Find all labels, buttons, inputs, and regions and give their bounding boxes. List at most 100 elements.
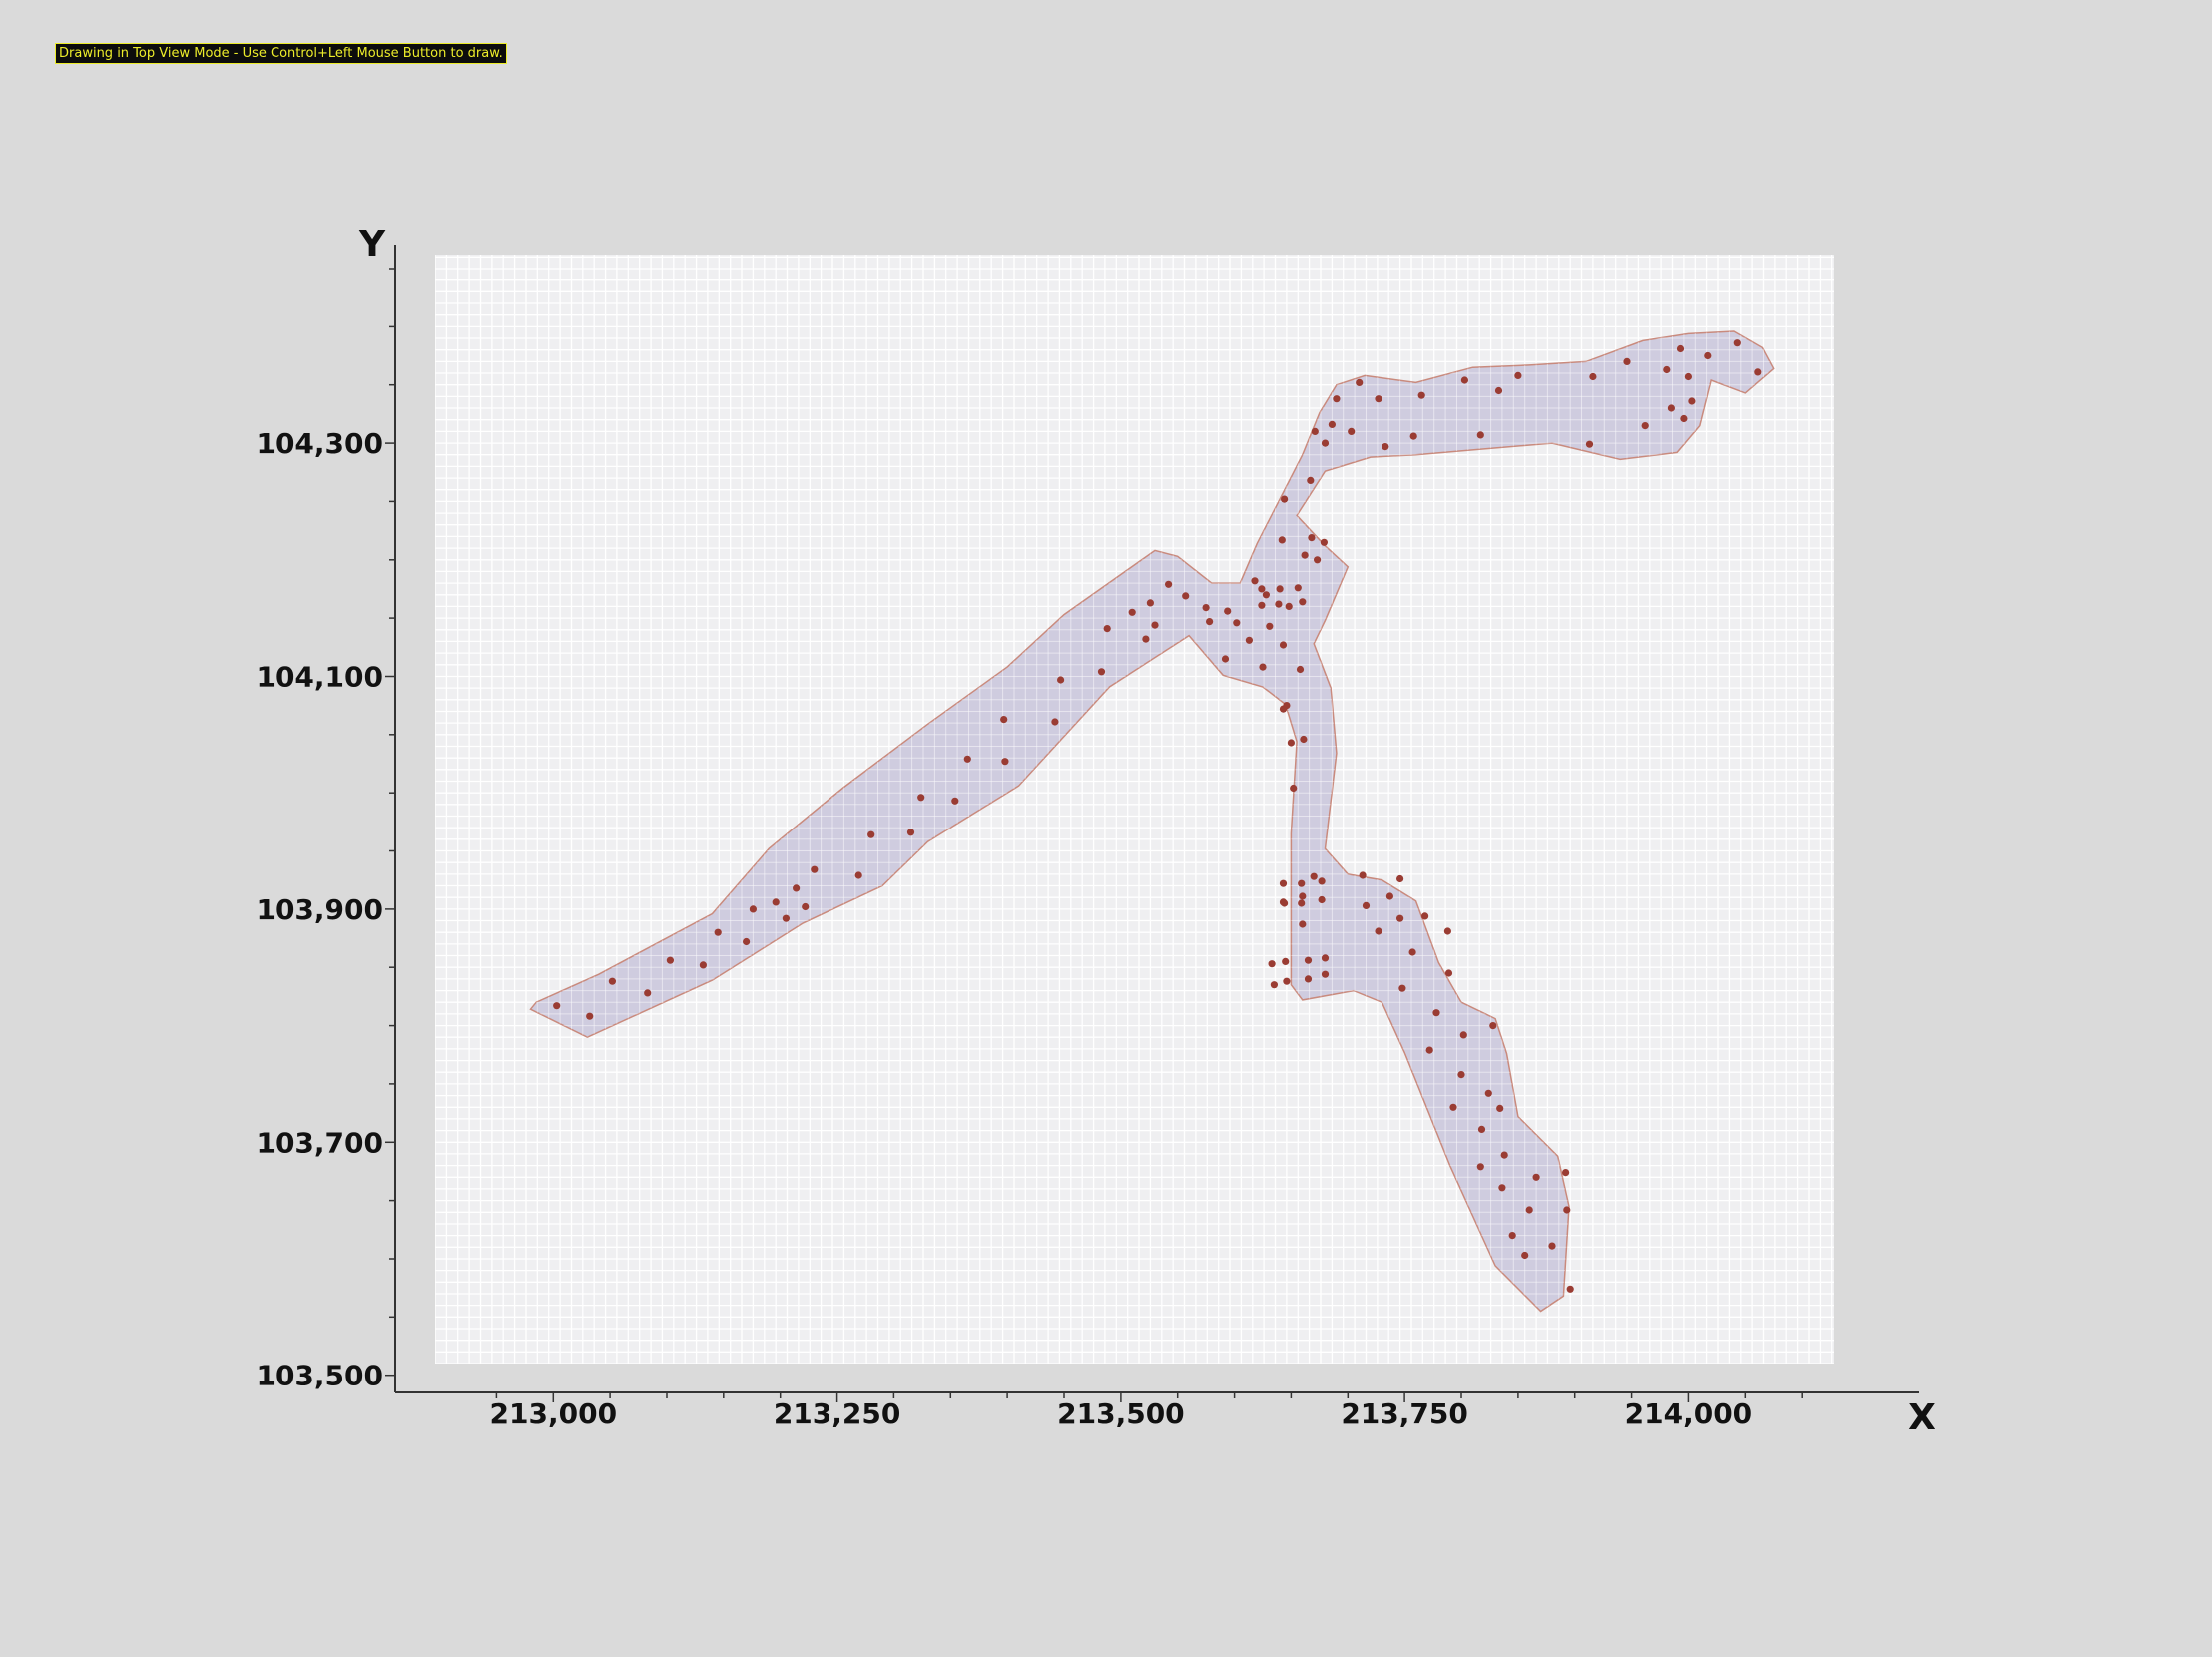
data-point[interactable] [1279, 641, 1288, 649]
data-point[interactable] [1684, 372, 1692, 381]
data-point[interactable] [1300, 735, 1308, 744]
data-point[interactable] [608, 977, 617, 985]
data-point[interactable] [1417, 391, 1425, 399]
data-point[interactable] [1688, 397, 1696, 405]
data-point[interactable] [1443, 927, 1451, 935]
data-point[interactable] [1310, 872, 1318, 880]
data-point[interactable] [1562, 1169, 1570, 1177]
data-point[interactable] [1477, 1125, 1486, 1133]
data-point[interactable] [1262, 591, 1270, 599]
data-point[interactable] [1298, 879, 1306, 887]
data-point[interactable] [1444, 969, 1453, 977]
data-point[interactable] [1266, 622, 1274, 630]
data-point[interactable] [666, 956, 675, 964]
data-point[interactable] [1307, 476, 1315, 484]
data-point[interactable] [1525, 1206, 1533, 1214]
data-point[interactable] [1281, 899, 1289, 907]
data-point[interactable] [1314, 556, 1322, 564]
data-point[interactable] [1224, 607, 1232, 615]
data-point[interactable] [1375, 395, 1382, 403]
data-point[interactable] [1304, 956, 1313, 964]
data-point[interactable] [1396, 874, 1404, 883]
data-point[interactable] [1484, 1089, 1492, 1097]
data-point[interactable] [1496, 1104, 1504, 1112]
data-point[interactable] [1299, 598, 1307, 606]
data-point[interactable] [1382, 443, 1389, 451]
data-point[interactable] [644, 989, 652, 997]
data-point[interactable] [1375, 927, 1382, 935]
data-point[interactable] [1494, 386, 1503, 395]
data-point[interactable] [1408, 948, 1416, 956]
data-point[interactable] [1532, 1173, 1540, 1181]
data-point[interactable] [1057, 676, 1065, 684]
data-point[interactable] [867, 830, 875, 838]
data-point[interactable] [586, 1012, 594, 1020]
digitized-polygon[interactable] [529, 330, 1775, 1313]
data-point[interactable] [1290, 784, 1298, 793]
data-point[interactable] [1276, 585, 1284, 593]
data-point[interactable] [1489, 1022, 1497, 1030]
data-point[interactable] [1318, 877, 1326, 885]
data-point[interactable] [1563, 1206, 1571, 1214]
data-point[interactable] [1206, 618, 1214, 626]
data-point[interactable] [1457, 1071, 1465, 1079]
data-point[interactable] [1165, 580, 1173, 588]
data-point[interactable] [1321, 970, 1330, 978]
data-point[interactable] [963, 755, 971, 763]
data-point[interactable] [1128, 608, 1136, 616]
data-point[interactable] [1521, 1251, 1529, 1260]
data-point[interactable] [1398, 984, 1406, 992]
data-point[interactable] [1320, 538, 1328, 546]
data-point[interactable] [1282, 957, 1290, 966]
data-point[interactable] [1348, 427, 1356, 435]
data-point[interactable] [1304, 975, 1313, 983]
data-point[interactable] [1251, 577, 1259, 585]
data-point[interactable] [1245, 636, 1253, 644]
data-point[interactable] [1333, 395, 1341, 403]
data-point[interactable] [1000, 716, 1008, 724]
data-point[interactable] [1278, 536, 1286, 544]
data-point[interactable] [1754, 368, 1762, 376]
data-point[interactable] [1281, 495, 1289, 503]
data-point[interactable] [1321, 954, 1330, 962]
data-point[interactable] [1299, 892, 1307, 900]
data-point[interactable] [1296, 665, 1305, 674]
data-point[interactable] [811, 865, 819, 873]
data-point[interactable] [1432, 1009, 1440, 1017]
data-point[interactable] [1299, 920, 1307, 928]
data-point[interactable] [714, 928, 722, 936]
data-point[interactable] [802, 902, 810, 911]
data-point[interactable] [1676, 344, 1685, 353]
data-point[interactable] [772, 898, 780, 906]
data-point[interactable] [1641, 422, 1649, 430]
data-point[interactable] [1258, 585, 1266, 593]
data-point[interactable] [906, 828, 915, 836]
data-point[interactable] [1459, 1031, 1467, 1039]
data-point[interactable] [917, 794, 925, 802]
data-point[interactable] [1097, 668, 1106, 676]
data-point[interactable] [1182, 592, 1190, 600]
data-point[interactable] [1259, 663, 1267, 671]
data-point[interactable] [1476, 1163, 1484, 1171]
data-point[interactable] [1585, 440, 1594, 448]
data-point[interactable] [1498, 1184, 1506, 1192]
data-point[interactable] [1460, 376, 1468, 384]
data-point[interactable] [1279, 879, 1288, 887]
data-point[interactable] [1385, 892, 1393, 900]
data-point[interactable] [1733, 339, 1741, 347]
data-point[interactable] [1566, 1285, 1574, 1293]
data-point[interactable] [1287, 739, 1295, 747]
data-point[interactable] [1328, 420, 1336, 428]
data-point[interactable] [1051, 718, 1059, 726]
data-point[interactable] [793, 884, 801, 892]
data-point[interactable] [1318, 895, 1326, 904]
data-point[interactable] [1476, 431, 1484, 439]
data-point[interactable] [1283, 702, 1291, 710]
data-point[interactable] [1359, 871, 1367, 879]
data-point[interactable] [1146, 599, 1154, 607]
data-point[interactable] [854, 871, 862, 879]
data-point[interactable] [1308, 534, 1316, 542]
data-point[interactable] [1421, 912, 1429, 920]
data-point[interactable] [1321, 439, 1330, 447]
data-point[interactable] [1548, 1242, 1556, 1250]
